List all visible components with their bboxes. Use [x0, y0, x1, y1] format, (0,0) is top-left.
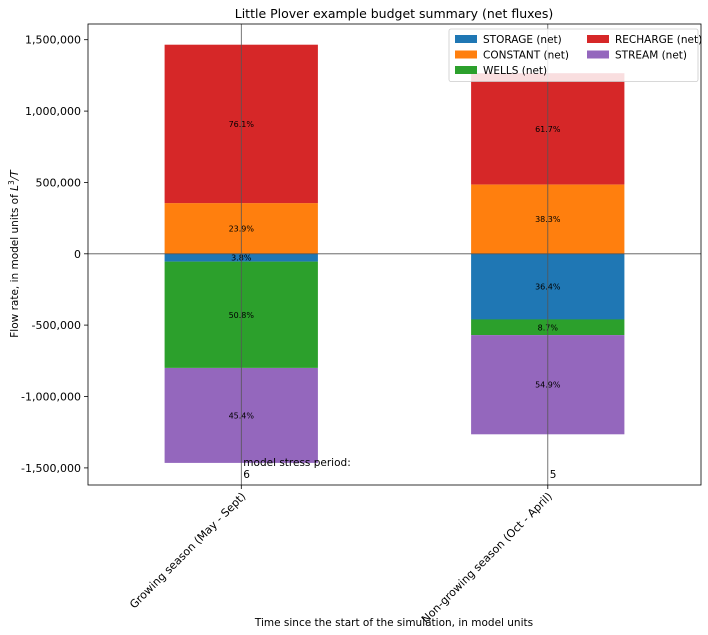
x-axis-title: Time since the start of the simulation, … [254, 617, 533, 629]
y-axis-title-suffix: /T [9, 169, 21, 182]
y-tick-label: -500,000 [32, 319, 81, 332]
chart-title: Little Plover example budget summary (ne… [235, 6, 554, 21]
legend-swatch-wells-net [455, 66, 477, 74]
legend-label-constant-net: CONSTANT (net) [483, 50, 569, 62]
stress-period-number-2: 5 [550, 469, 557, 481]
y-tick-label: 500,000 [36, 176, 82, 189]
y-axis-title: Flow rate, in model units of L3/T [7, 169, 21, 338]
y-tick-label: 1,500,000 [25, 34, 81, 47]
legend-swatch-stream-net [587, 50, 609, 59]
legend-swatch-constant-net [455, 50, 477, 59]
x-axis: Growing season (May - Sept) Non-growing s… [127, 485, 555, 626]
stress-period-caption: model stress period: [243, 457, 350, 469]
y-axis-title-math: L [9, 185, 21, 191]
x-tick-label-1: Growing season (May - Sept) [127, 490, 248, 611]
legend-swatch-storage-net [455, 35, 477, 43]
y-axis: 1,500,000 1,000,000 500,000 0 -500,000 -1,000… [21, 34, 88, 475]
x-tick-label-2: Non-growing season (Oct - April) [419, 490, 555, 626]
y-tick-label: -1,000,000 [21, 391, 81, 404]
legend-swatch-recharge-net [587, 35, 609, 43]
legend-box [448, 28, 699, 82]
y-axis-title-prefix: Flow rate, in model units of [9, 191, 21, 338]
legend-label-storage-net: STORAGE (net) [483, 34, 562, 46]
stress-period-annotations: model stress period:6 5 [243, 457, 556, 481]
y-tick-label: -1,500,000 [21, 462, 81, 475]
y-axis-title-superscript: 3 [7, 180, 16, 185]
legend-items: STORAGE (net) CONSTANT (net) WELLS (net) RE… [455, 34, 702, 77]
legend-label-wells-net: WELLS (net) [483, 65, 547, 77]
plot-frame [87, 23, 702, 486]
stress-period-lines-layer [240, 24, 549, 485]
y-tick-label: 0 [74, 248, 81, 261]
y-tick-label: 1,000,000 [25, 105, 81, 118]
legend: STORAGE (net) CONSTANT (net) WELLS (net) RE… [448, 28, 702, 82]
legend-label-recharge-net: RECHARGE (net) [615, 34, 702, 46]
legend-label-stream-net: STREAM (net) [615, 50, 687, 62]
stress-period-number-1: 6 [243, 469, 250, 481]
